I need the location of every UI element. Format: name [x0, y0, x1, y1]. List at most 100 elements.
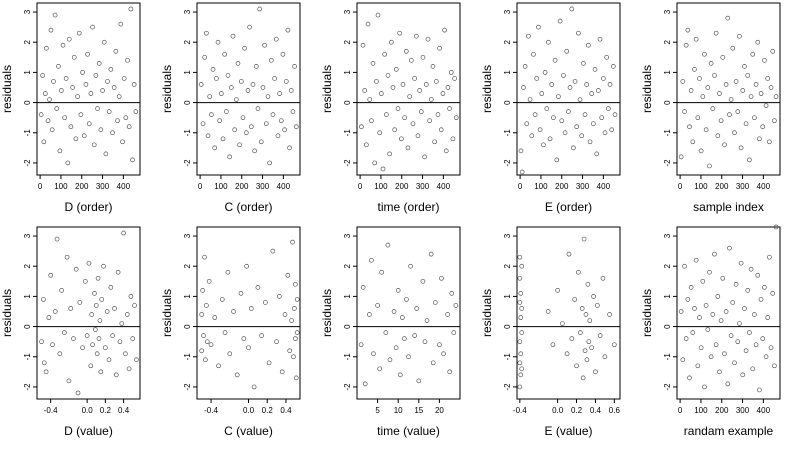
data-point	[576, 269, 581, 275]
data-point	[432, 300, 438, 305]
data-point	[371, 351, 376, 357]
data-point	[561, 73, 566, 78]
data-point	[292, 64, 297, 69]
data-point	[700, 278, 706, 284]
data-point	[203, 357, 208, 363]
x-tick-label: 5	[375, 406, 380, 415]
data-point	[238, 79, 244, 84]
y-tick-label: -1	[343, 129, 352, 137]
x-tick-label: 0	[38, 182, 43, 191]
y-tick-label: 3	[663, 9, 672, 14]
data-point	[557, 18, 563, 24]
data-point	[693, 36, 699, 42]
data-point	[400, 82, 406, 87]
x-tick-label: 0.2	[100, 406, 112, 415]
data-point	[290, 239, 295, 245]
data-point	[288, 88, 294, 93]
y-tick-label: 0	[503, 324, 512, 329]
data-point	[748, 266, 754, 272]
y-tick-label: 3	[183, 233, 192, 238]
data-point	[725, 381, 731, 387]
data-point	[204, 303, 209, 308]
data-point	[720, 54, 726, 60]
data-point	[710, 106, 716, 111]
panel-5: -2 -1 0 1 2 3 0 100 200 300 400 sample index residua…	[640, 2, 781, 214]
y-tick-label: 1	[343, 70, 352, 75]
x-tick-label: 20	[435, 406, 444, 415]
data-point	[292, 281, 298, 287]
data-point	[518, 315, 524, 320]
data-point	[526, 33, 531, 39]
data-point	[86, 260, 92, 266]
y-tick-label: 3	[663, 233, 672, 238]
data-point	[78, 112, 84, 117]
y-tick-label: -2	[183, 383, 192, 391]
data-point	[253, 64, 259, 69]
data-point	[410, 121, 416, 127]
panel-frame	[36, 2, 141, 176]
data-point	[757, 136, 762, 142]
data-point	[96, 336, 102, 341]
data-point	[733, 79, 739, 84]
x-tick-label: 300	[736, 182, 750, 191]
data-point	[262, 42, 267, 48]
data-point	[105, 79, 110, 84]
data-point	[577, 330, 583, 335]
data-point	[452, 76, 457, 81]
data-point	[82, 278, 88, 284]
data-point	[379, 269, 385, 275]
x-tick-label: 400	[277, 182, 291, 191]
data-point	[422, 339, 428, 345]
x-tick-label: 300	[416, 182, 430, 191]
data-point	[733, 281, 739, 287]
data-point	[690, 330, 696, 335]
data-point	[433, 79, 439, 84]
data-point	[445, 85, 451, 90]
data-point	[95, 106, 100, 111]
data-point	[554, 157, 560, 163]
data-point	[715, 294, 721, 299]
data-point	[425, 36, 431, 42]
data-point	[218, 91, 224, 96]
data-point	[134, 357, 139, 363]
data-point	[519, 263, 525, 269]
data-point	[232, 127, 238, 133]
data-point	[748, 94, 754, 99]
data-point	[536, 24, 541, 30]
y-axis-title: residuals	[0, 65, 14, 113]
data-point	[241, 336, 247, 341]
data-point	[740, 88, 746, 93]
data-point	[205, 133, 211, 139]
panel-2: -2 -1 0 1 2 3 0 100 200 300 400 C (order) residuals	[160, 2, 301, 214]
data-point	[210, 67, 216, 72]
data-point	[683, 42, 689, 48]
data-point	[604, 54, 610, 60]
data-point	[66, 378, 72, 384]
data-point	[398, 136, 404, 142]
data-point	[290, 109, 296, 114]
data-point	[375, 12, 381, 18]
data-point	[524, 121, 530, 127]
data-point	[586, 42, 591, 48]
data-point	[106, 109, 112, 114]
y-tick-label: -2	[663, 159, 672, 167]
data-point	[383, 112, 389, 117]
x-tick-label: 15	[414, 406, 423, 415]
data-point	[92, 327, 98, 332]
data-point	[438, 127, 444, 133]
data-point	[768, 345, 774, 351]
data-point	[58, 88, 64, 93]
data-point	[735, 109, 741, 114]
data-point	[130, 157, 135, 163]
data-point	[755, 272, 761, 278]
y-tick-label: 0	[663, 100, 672, 105]
data-point	[569, 6, 575, 12]
data-point	[591, 121, 596, 127]
data-point	[207, 94, 213, 99]
data-point	[560, 321, 565, 326]
data-point	[580, 375, 586, 381]
y-tick-label: 1	[23, 294, 32, 299]
y-tick-label: 1	[183, 70, 192, 75]
data-point	[212, 145, 218, 151]
data-point	[71, 336, 76, 341]
